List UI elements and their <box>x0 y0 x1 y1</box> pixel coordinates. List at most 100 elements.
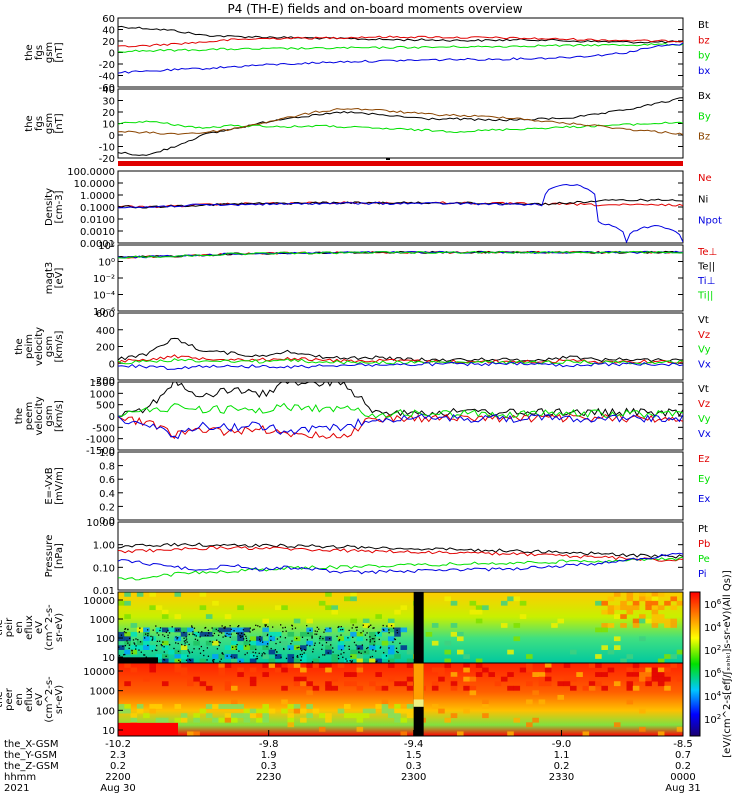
spectrogram-dropout <box>316 630 318 633</box>
spectrogram-cell <box>588 663 596 668</box>
spectrogram-dropout <box>155 625 157 627</box>
spectrogram-dropout <box>128 644 131 646</box>
spectrogram-cell <box>224 614 232 619</box>
spectrogram-cell <box>651 596 659 602</box>
spectrogram-cell <box>362 713 370 719</box>
spectrogram-dropout <box>139 627 141 629</box>
spectrogram-cell <box>463 708 470 714</box>
spectrogram-dropout <box>324 654 326 656</box>
time-axis-tick-label: -10.2 <box>105 739 131 750</box>
spectrogram-dropout <box>388 660 390 662</box>
spectrogram-cell <box>544 663 552 668</box>
spectrogram-cell <box>143 627 150 633</box>
spectrogram-dropout <box>261 655 263 657</box>
legend-label: bz <box>698 35 710 46</box>
spectrogram-cell <box>626 605 634 611</box>
spectrogram-cell <box>438 672 445 677</box>
y-axis-label: sr-eV) <box>54 685 65 714</box>
colorbar-tick-label: 102 <box>704 644 721 657</box>
spectrogram-dropout <box>371 655 374 658</box>
spectrogram-cell <box>331 658 339 664</box>
spectrogram-cell <box>306 704 313 709</box>
spectrogram-cell <box>500 600 508 606</box>
y-tick-label: 1500 <box>90 378 115 389</box>
spectrogram-cell <box>300 631 307 637</box>
spectrogram-cell <box>657 676 665 682</box>
spectrogram-dropout <box>202 650 205 652</box>
spectrogram-cell <box>557 694 565 700</box>
spectrogram-cell <box>136 708 144 714</box>
spectrogram-dropout <box>128 637 131 639</box>
spectrogram-cell <box>143 631 150 637</box>
spectrogram-dropout <box>375 650 377 652</box>
spectrogram-dropout <box>291 640 293 642</box>
spectrogram-cell <box>488 672 495 677</box>
spectrogram-dropout <box>314 630 316 632</box>
spectrogram-dropout <box>350 655 352 658</box>
spectrogram-cell <box>325 663 332 668</box>
spectrogram-cell <box>249 713 257 719</box>
y-axis-label: eV <box>34 693 45 706</box>
spectrogram-cell <box>300 667 307 673</box>
spectrogram-dropout <box>270 647 272 650</box>
spectrogram-cell <box>387 663 395 668</box>
y-axis-label: [km/s] <box>54 400 65 432</box>
spectrogram-dropout <box>188 652 191 654</box>
spectrogram-dropout <box>234 657 236 659</box>
spectrogram-cell <box>243 627 251 633</box>
spectrogram-cell <box>237 627 244 633</box>
spectrogram-cell <box>356 649 364 655</box>
spectrogram-dropout <box>181 643 183 646</box>
spectrogram-cell <box>356 654 364 659</box>
spectrogram-dropout <box>332 651 334 653</box>
spectrogram-dropout <box>301 636 304 638</box>
spectrogram-cell <box>344 672 351 677</box>
spectrogram-cell <box>218 672 226 677</box>
spectrogram-cell <box>469 685 477 691</box>
y-tick-label: 1000 <box>90 687 115 698</box>
spectrogram-cell <box>394 681 401 687</box>
spectrogram-cell <box>438 676 445 682</box>
spectrogram-cell <box>463 685 470 691</box>
spectrogram-cell <box>224 681 232 687</box>
spectrogram-dropout <box>312 648 314 650</box>
y-tick-label: 10² <box>98 241 115 252</box>
spectrogram-dropout <box>399 642 401 644</box>
spectrogram-dropout <box>185 638 188 640</box>
spectrogram-dropout <box>376 660 378 662</box>
series-line-Vy <box>118 358 683 365</box>
legend-label: Vx <box>698 359 711 370</box>
spectrogram-dropout <box>137 639 139 641</box>
spectrogram-cell <box>161 654 169 659</box>
y-tick-label: 100 <box>96 706 115 717</box>
spectrogram-cell <box>645 672 652 677</box>
spectrogram-dropout <box>347 637 349 639</box>
y-tick-label: -1000 <box>86 435 115 446</box>
spectrogram-cell <box>381 640 389 646</box>
spectrogram-cell <box>526 722 533 728</box>
spectrogram-dropout <box>291 628 294 630</box>
spectrogram-cell <box>274 667 282 673</box>
spectrogram-cell <box>362 649 370 655</box>
spectrogram-dropout <box>241 635 243 637</box>
spectrogram-cell <box>218 667 226 673</box>
spectrogram-cell <box>344 713 351 719</box>
spectrogram-cell <box>670 623 678 628</box>
legend-label: Vt <box>698 384 709 395</box>
spectrogram-cell <box>469 609 477 615</box>
spectrogram-cell <box>293 658 301 664</box>
spectrogram-cell <box>174 704 182 709</box>
spectrogram-dropout <box>296 654 299 657</box>
spectrogram-cell <box>356 685 364 691</box>
spectrogram-dropout <box>185 636 187 638</box>
spectrogram-cell <box>130 645 138 650</box>
spectrogram-cell <box>406 708 414 714</box>
spectrogram-dropout <box>246 639 248 642</box>
spectrogram-cell <box>331 609 339 615</box>
spectrogram-dropout <box>393 638 396 640</box>
spectrogram-dropout <box>258 652 260 654</box>
spectrogram-cell <box>676 649 684 655</box>
spectrogram-cell <box>387 676 395 682</box>
legend-label: Vt <box>698 315 709 326</box>
spectrogram-dropout <box>230 655 232 658</box>
